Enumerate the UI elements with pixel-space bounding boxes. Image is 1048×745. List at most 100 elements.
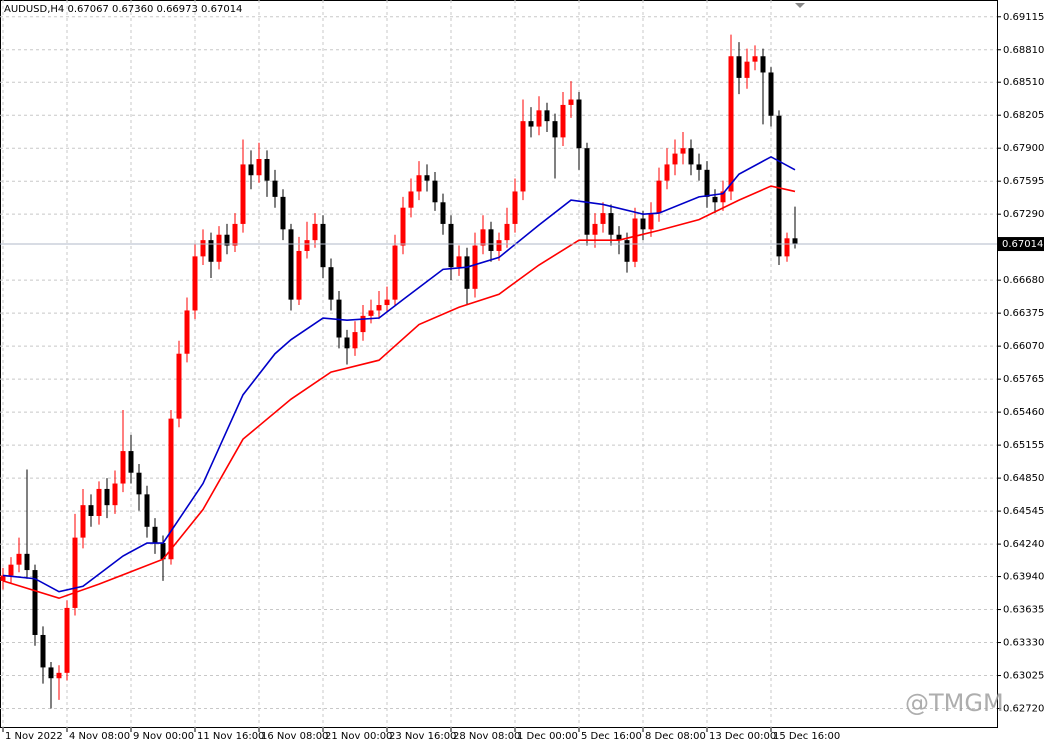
candle-body <box>584 148 590 235</box>
candle-body <box>40 634 46 668</box>
candle-body <box>504 223 510 241</box>
candle-body <box>192 256 198 311</box>
candle-body <box>544 110 550 122</box>
candle-body <box>176 353 182 419</box>
candle-body <box>408 191 414 208</box>
candle-body <box>720 191 726 203</box>
x-tick-label: 21 Nov 00:00 <box>325 731 392 742</box>
y-tick-label: 0.63025 <box>1003 671 1044 682</box>
candle-body <box>568 99 574 105</box>
x-tick-label: 1 Nov 2022 <box>5 731 63 742</box>
candle-body <box>464 256 470 289</box>
candle-body <box>496 240 502 251</box>
candle-body <box>144 494 150 527</box>
y-tick-label: 0.65155 <box>1003 440 1044 451</box>
candle-body <box>104 488 110 506</box>
candle-body <box>80 505 86 538</box>
x-tick-label: 8 Dec 08:00 <box>645 731 706 742</box>
candle-body <box>352 332 358 349</box>
candle-body <box>704 169 710 197</box>
y-tick-label: 0.67595 <box>1003 176 1044 187</box>
candle-body <box>272 180 278 197</box>
moving-average-line <box>2 155 796 593</box>
candle-body <box>472 245 478 289</box>
y-tick-label: 0.63635 <box>1003 605 1044 616</box>
candle-body <box>592 223 598 235</box>
candle-body <box>616 234 622 241</box>
candle-body <box>120 451 126 484</box>
x-tick-label: 4 Nov 08:00 <box>69 731 130 742</box>
candle-body <box>392 245 398 300</box>
y-tick-label: 0.67290 <box>1003 209 1044 220</box>
candle-body <box>400 207 406 246</box>
candle-body <box>184 310 190 354</box>
candle-body <box>248 164 254 176</box>
y-tick-label: 0.64240 <box>1003 539 1044 550</box>
candle-body <box>688 148 694 165</box>
candle-body <box>368 310 374 316</box>
candle-body <box>792 238 798 245</box>
candle-body <box>728 56 734 192</box>
candle-body <box>264 159 270 181</box>
candle-body <box>336 299 342 338</box>
y-tick-label: 0.67900 <box>1003 143 1044 154</box>
candle-body <box>112 483 118 506</box>
candle-body <box>136 472 142 495</box>
candle-body <box>296 250 302 300</box>
candle-body <box>768 72 774 116</box>
candle-body <box>528 121 534 127</box>
candle-body <box>488 229 494 251</box>
candle-body <box>208 240 214 262</box>
candle-body <box>520 121 526 192</box>
candle-body <box>680 148 686 154</box>
candle-body <box>96 488 102 516</box>
x-tick-label: 28 Nov 08:00 <box>453 731 520 742</box>
candle-body <box>224 234 230 246</box>
y-tick-label: 0.63330 <box>1003 638 1044 649</box>
candle-body <box>664 164 670 181</box>
y-tick-label: 0.65460 <box>1003 407 1044 418</box>
candle-body <box>168 418 174 560</box>
candle-body <box>744 61 750 78</box>
candle-body <box>360 315 366 333</box>
candle-body <box>696 164 702 170</box>
candle-body <box>672 153 678 165</box>
candle-body <box>432 180 438 203</box>
candle-body <box>640 218 646 230</box>
candle-body <box>656 180 662 214</box>
y-tick-label: 0.69115 <box>1003 12 1044 23</box>
candle-body <box>48 667 54 679</box>
chart-header: AUDUSD,H4 0.67067 0.67360 0.66973 0.6701… <box>4 4 242 15</box>
candle-body <box>256 159 262 176</box>
y-tick-label: 0.66680 <box>1003 275 1044 286</box>
y-tick-label: 0.66375 <box>1003 308 1044 319</box>
y-tick-label: 0.65765 <box>1003 374 1044 385</box>
x-tick-label: 13 Dec 00:00 <box>709 731 776 742</box>
candle-body <box>8 564 14 576</box>
candle-body <box>56 672 62 679</box>
candle-body <box>376 305 382 311</box>
candle-body <box>328 267 334 300</box>
candle-body <box>752 56 758 62</box>
candle-body <box>320 223 326 268</box>
candle-body <box>304 240 310 251</box>
candle-body <box>624 240 630 262</box>
candle-body <box>72 537 78 608</box>
candle-body <box>240 164 246 224</box>
candle-body <box>560 104 566 138</box>
y-tick-label: 0.64850 <box>1003 473 1044 484</box>
current-price-box <box>998 237 1044 252</box>
candle-body <box>232 223 238 246</box>
x-tick-label: 16 Nov 08:00 <box>261 731 328 742</box>
watermark: @TMGM <box>905 689 1004 717</box>
candle-body <box>16 553 22 565</box>
x-tick-label: 11 Nov 16:00 <box>197 731 264 742</box>
candle-body <box>552 121 558 138</box>
candle-body <box>288 229 294 300</box>
candle-body <box>456 256 462 268</box>
candle-body <box>152 526 158 544</box>
candle-body <box>536 110 542 127</box>
moving-average-line <box>2 185 796 600</box>
